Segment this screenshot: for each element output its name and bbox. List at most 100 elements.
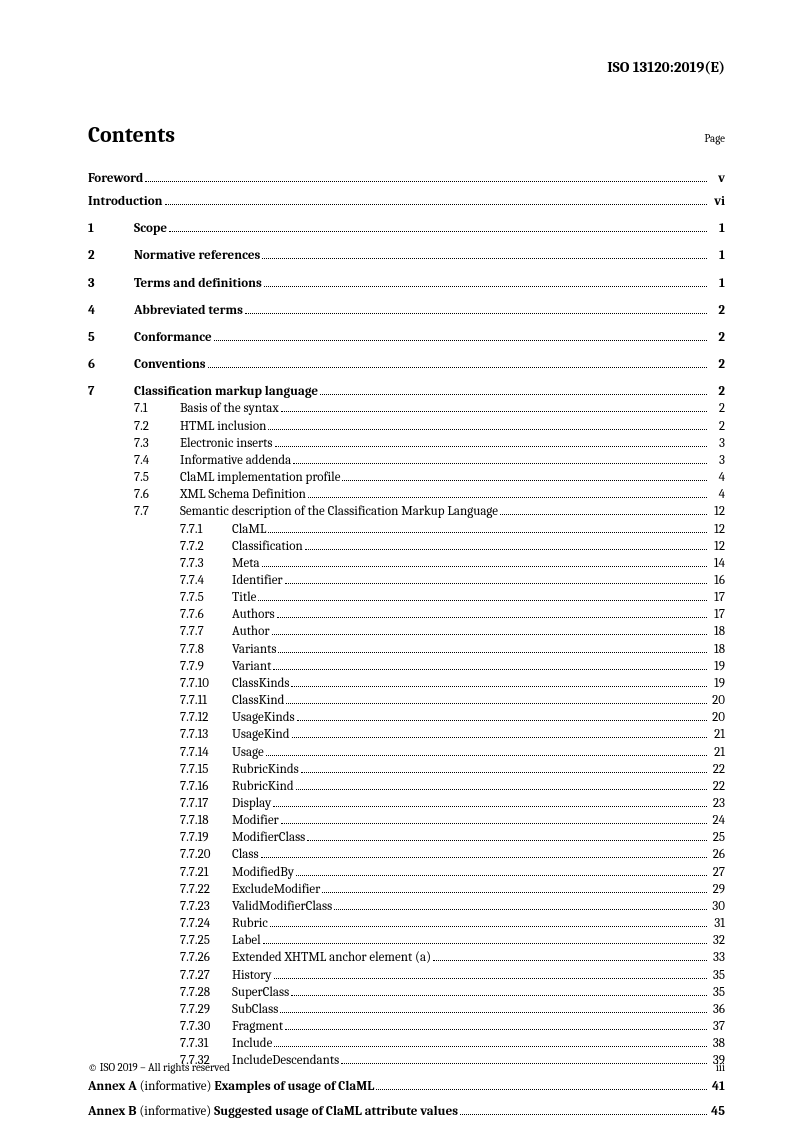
toc-label: RubricKinds xyxy=(232,761,299,778)
annex-note: (informative) xyxy=(137,1079,215,1094)
toc-row: 2Normative references1 xyxy=(88,247,725,264)
toc-number: 7.7.12 xyxy=(180,709,232,726)
toc-label: Foreword xyxy=(88,170,143,187)
toc-page: 2 xyxy=(709,302,725,319)
dot-leader xyxy=(307,840,707,841)
toc-section: 4Abbreviated terms 2 xyxy=(88,302,725,319)
toc-number: 7.7.15 xyxy=(180,761,232,778)
dot-leader xyxy=(263,943,707,944)
toc-number: 7.7.25 xyxy=(180,932,232,949)
toc-row: Foreword v xyxy=(88,170,725,187)
toc-row: 7.7Semantic description of the Classific… xyxy=(88,503,725,520)
toc-row: Introductionvi xyxy=(88,193,725,210)
toc-row: 7.7.16RubricKind22 xyxy=(88,778,725,795)
toc-row: 4Abbreviated terms 2 xyxy=(88,302,725,319)
toc-number: 7.7.19 xyxy=(180,829,232,846)
toc-label: Scope xyxy=(134,220,167,237)
toc-page: 30 xyxy=(709,898,725,915)
contents-title: Contents xyxy=(88,122,175,148)
toc-number: 7.1 xyxy=(134,400,180,417)
toc-row: 5Conformance2 xyxy=(88,329,725,346)
toc-row: 7.7.27History35 xyxy=(88,967,725,984)
toc-page: 32 xyxy=(709,932,725,949)
toc-label: XML Schema Definition xyxy=(180,486,306,503)
dot-leader xyxy=(433,960,707,961)
toc-row: 7.7.12UsageKinds20 xyxy=(88,709,725,726)
toc-label: Conventions xyxy=(134,356,206,373)
toc-number: 7.7.26 xyxy=(180,949,232,966)
toc-number: 7.7 xyxy=(134,503,180,520)
toc-page: 45 xyxy=(709,1103,725,1120)
toc-number: 7.7.5 xyxy=(180,589,232,606)
toc-number: 7.7.6 xyxy=(180,606,232,623)
toc-number: 6 xyxy=(88,356,134,373)
toc-label: ClaML xyxy=(232,521,266,538)
toc-label: Rubric xyxy=(232,915,268,932)
toc-label: Authors xyxy=(232,606,275,623)
toc-page: 31 xyxy=(709,915,725,932)
dot-leader xyxy=(460,1114,707,1115)
dot-leader xyxy=(281,823,707,824)
toc-label: SuperClass xyxy=(232,984,289,1001)
toc-label: Meta xyxy=(232,555,260,572)
toc-number: 4 xyxy=(88,302,134,319)
annex-title: Suggested usage of ClaML attribute value… xyxy=(214,1104,458,1119)
toc-number: 7.7.22 xyxy=(180,881,232,898)
toc-number: 7 xyxy=(88,383,134,400)
page: ISO 13120:2019(E) Contents Page Foreword… xyxy=(0,0,793,1122)
dot-leader xyxy=(273,806,707,807)
toc-number: 7.7.28 xyxy=(180,984,232,1001)
toc-label: SubClass xyxy=(232,1001,278,1018)
dot-leader xyxy=(169,231,707,232)
toc-page: 37 xyxy=(709,1018,725,1035)
toc-row: 7.7.23ValidModifierClass30 xyxy=(88,898,725,915)
toc-row: 7.7.25Label32 xyxy=(88,932,725,949)
dot-leader xyxy=(376,1089,707,1090)
toc-label: Semantic description of the Classificati… xyxy=(180,503,498,520)
toc-number: 7.7.2 xyxy=(180,538,232,555)
dot-leader xyxy=(262,258,707,259)
toc-number: 1 xyxy=(88,220,134,237)
dot-leader xyxy=(268,532,707,533)
toc-number: 7.7.30 xyxy=(180,1018,232,1035)
toc-number: 7.7.31 xyxy=(180,1035,232,1052)
toc-number: 7.3 xyxy=(134,435,180,452)
toc-page: 1 xyxy=(709,220,725,237)
page-label: Page xyxy=(704,132,725,145)
toc-number: 7.7.3 xyxy=(180,555,232,572)
toc-page: 35 xyxy=(709,967,725,984)
toc-page: v xyxy=(709,170,725,187)
toc-page: 2 xyxy=(709,383,725,400)
toc-label: Include xyxy=(232,1035,272,1052)
page-footer: © ISO 2019 – All rights reserved iii xyxy=(88,1061,725,1074)
toc-page: 18 xyxy=(709,623,725,640)
dot-leader xyxy=(285,1029,707,1030)
dot-leader xyxy=(297,720,707,721)
toc-row: 7.7.29SubClass36 xyxy=(88,1001,725,1018)
toc-label: Variant xyxy=(232,658,271,675)
toc-row: 7.7.11ClassKind20 xyxy=(88,692,725,709)
toc-label: Abbreviated terms xyxy=(134,302,243,319)
toc-row: 7.7.6Authors17 xyxy=(88,606,725,623)
toc-page: 35 xyxy=(709,984,725,1001)
toc-number: 7.7.16 xyxy=(180,778,232,795)
document-id: ISO 13120:2019(E) xyxy=(88,58,725,76)
toc-page: 22 xyxy=(709,761,725,778)
toc-label: Fragment xyxy=(232,1018,283,1035)
toc-label: Classification markup language xyxy=(134,383,318,400)
toc-page: 19 xyxy=(709,658,725,675)
toc-label: ModifierClass xyxy=(232,829,305,846)
dot-leader xyxy=(277,617,707,618)
toc-label: Usage xyxy=(232,744,264,761)
dot-leader xyxy=(334,909,707,910)
toc-page: 36 xyxy=(709,1001,725,1018)
toc-page: 23 xyxy=(709,795,725,812)
toc-page: 2 xyxy=(709,400,725,417)
toc-row: 7.7.10ClassKinds19 xyxy=(88,675,725,692)
dot-leader xyxy=(268,429,707,430)
toc-label: Informative addenda xyxy=(180,452,291,469)
dot-leader xyxy=(208,367,707,368)
annex-lead: Annex A xyxy=(88,1079,137,1094)
dot-leader xyxy=(266,755,707,756)
toc-page: 2 xyxy=(709,418,725,435)
